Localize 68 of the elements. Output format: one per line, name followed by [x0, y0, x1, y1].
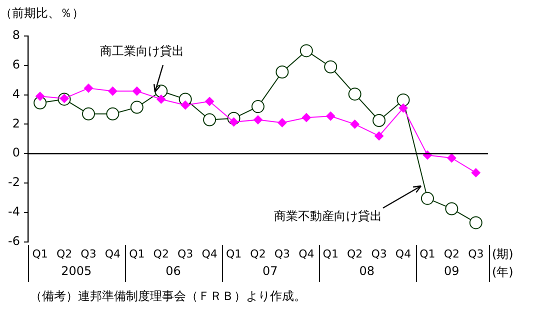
- x-tick-label: Q1: [32, 247, 48, 260]
- y-tick-label: 2: [12, 116, 20, 130]
- point: [253, 115, 262, 124]
- point: [251, 100, 264, 114]
- x-tick-label: Q3: [371, 247, 387, 260]
- point: [108, 86, 118, 96]
- point: [156, 94, 166, 104]
- x-axis-title: (期): [492, 246, 514, 261]
- point: [276, 66, 289, 79]
- text: (年): [492, 264, 514, 279]
- point: [302, 113, 311, 122]
- point: [300, 44, 313, 58]
- point: [471, 168, 480, 178]
- y-tick-label: 8: [12, 28, 20, 42]
- x-tick-label: Q4: [202, 247, 218, 260]
- point: [420, 192, 434, 205]
- text: 商業不動産向け貸出: [274, 209, 382, 224]
- text: 07: [262, 264, 278, 278]
- x-tick-label: Q1: [226, 247, 242, 260]
- y-tick-label: 4: [12, 86, 20, 101]
- x-tick-label: Q3: [274, 247, 290, 260]
- x-tick-label: Q2: [250, 247, 266, 260]
- x-tick-label: Q3: [80, 247, 96, 260]
- point: [396, 93, 410, 106]
- point: [180, 100, 190, 110]
- y-tick-label: -2: [8, 175, 20, 190]
- x-tick-label: Q1: [322, 247, 338, 260]
- x-tick-label: Q2: [56, 247, 72, 260]
- point: [398, 104, 408, 113]
- x-tick-label: Q1: [129, 247, 145, 260]
- point: [350, 120, 360, 129]
- x-tick-label: Q3: [468, 247, 484, 260]
- point: [84, 84, 93, 93]
- point: [278, 118, 287, 128]
- point: [469, 216, 482, 230]
- point: [82, 107, 95, 120]
- y-axis-title: （前期比、％）: [0, 6, 84, 20]
- x-tick-label: Q4: [395, 247, 412, 260]
- point: [132, 86, 142, 96]
- text: （備考）連邦準備制度理事会（ＦＲＢ）より作成。: [30, 288, 306, 303]
- point: [36, 92, 45, 101]
- text: 09: [444, 264, 460, 278]
- text: 商工業向け貸出: [100, 44, 184, 58]
- y-tick-label: -6: [8, 234, 20, 248]
- y-tick-label: 6: [12, 58, 20, 72]
- x-tick-label: Q2: [444, 247, 460, 260]
- text: 08: [359, 264, 375, 278]
- y-tick-label: 0: [12, 146, 20, 160]
- point: [348, 88, 362, 101]
- x-tick-label: Q4: [298, 247, 314, 260]
- x-tick-label: Q1: [420, 247, 436, 260]
- point: [203, 113, 216, 126]
- point: [447, 154, 456, 163]
- x-tick-label: Q2: [153, 247, 169, 260]
- x-tick-label: Q2: [346, 247, 363, 260]
- point: [205, 96, 214, 106]
- point: [106, 107, 120, 120]
- y-tick-label: -4: [8, 204, 20, 219]
- point: [374, 131, 384, 140]
- point: [326, 112, 336, 121]
- point: [130, 100, 144, 114]
- x-tick-label: Q3: [178, 247, 194, 260]
- point: [445, 202, 458, 216]
- x-tick-label: Q4: [104, 247, 121, 260]
- point: [324, 60, 338, 74]
- text: 2005: [61, 264, 92, 278]
- point: [372, 114, 386, 128]
- text: 06: [166, 264, 181, 278]
